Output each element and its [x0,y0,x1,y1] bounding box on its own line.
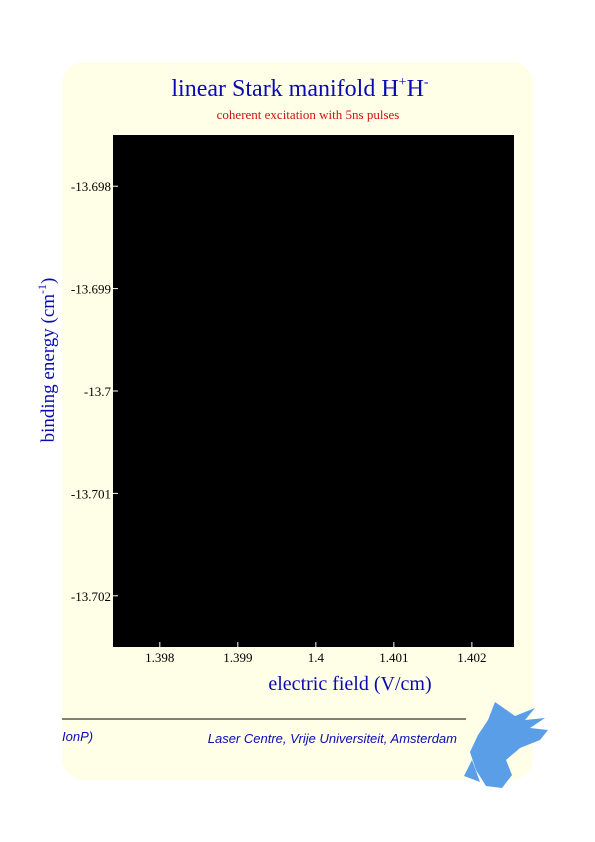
title-sup: + [399,75,407,90]
footer-left: IonP) [62,729,93,744]
y-tick-label: -13.699 [71,282,111,297]
x-tick-label: 1.399 [223,650,252,665]
y-tick-label: -13.702 [71,589,111,604]
y-tick-label: -13.701 [71,486,111,501]
logo [464,702,548,788]
y-tick-label: -13.7 [84,384,112,399]
plot-area [113,135,514,647]
subtitle: coherent excitation with 5ns pulses [217,107,400,122]
x-axis-label: electric field (V/cm) [268,673,431,695]
title-text: linear Stark manifold H [171,76,398,102]
y-label-text: binding energy (cm [38,294,59,443]
footer-right: Laser Centre, Vrije Universiteit, Amster… [208,731,457,746]
y-axis-label: binding energy (cm-1) [35,278,59,443]
chart-title: linear Stark manifold H+H- [171,75,429,102]
y-label-sup: -1 [35,284,49,294]
x-tick-label: 1.402 [457,650,486,665]
x-tick-label: 1.401 [379,650,408,665]
y-label-text: ) [38,278,59,284]
x-tick-label: 1.398 [145,650,174,665]
y-tick-label: -13.698 [71,179,111,194]
x-tick-label: 1.4 [308,650,325,665]
title-sup: - [424,75,429,90]
title-text: H [407,76,424,102]
